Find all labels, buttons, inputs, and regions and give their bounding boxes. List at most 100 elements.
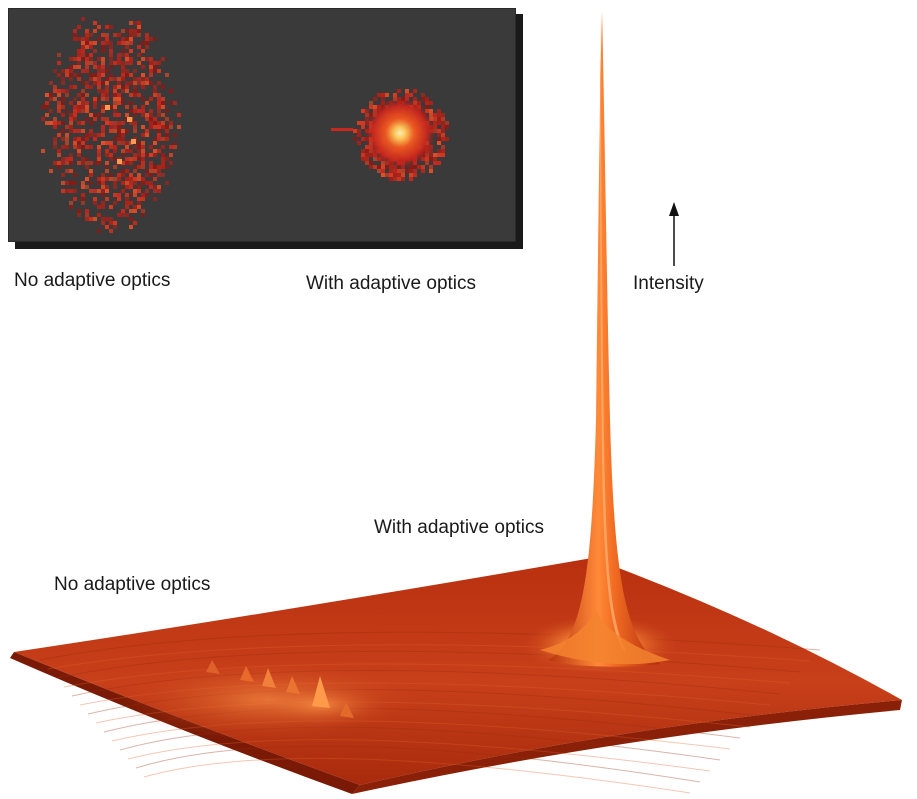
speckle-pixel — [81, 197, 85, 201]
speckle-pixel — [105, 189, 109, 193]
speckle-pixel — [437, 137, 441, 141]
speckle-pixel — [365, 113, 369, 117]
speckle-pixel — [429, 169, 433, 173]
speckle-pixel — [369, 161, 373, 165]
speckle-pixel — [129, 121, 133, 125]
speckle-pixel — [169, 89, 173, 93]
speckle-pixel — [113, 93, 117, 97]
speckle-pixel — [157, 165, 161, 169]
speckle-pixel — [113, 89, 117, 93]
speckle-pixel — [41, 117, 45, 121]
speckle-pixel — [121, 121, 125, 125]
speckle-pixel — [125, 81, 129, 85]
speckle-pixel — [117, 137, 121, 141]
speckle-pixel — [97, 213, 101, 217]
surface-wave-line — [63, 663, 791, 688]
speckle-pixel — [109, 61, 113, 65]
speckle-pixel — [81, 17, 85, 21]
speckle-pixel — [133, 85, 137, 89]
speckle-pixel — [121, 65, 125, 69]
intensity-axis-label: Intensity — [633, 273, 704, 294]
speckle-pixel — [81, 97, 85, 101]
intensity-arrow-icon — [669, 202, 679, 266]
speckle-pixel — [57, 165, 61, 169]
speckle-pixel — [77, 213, 81, 217]
speckle-pixel — [97, 149, 101, 153]
speckle-pixel — [109, 105, 113, 109]
speckle-pixel — [161, 137, 165, 141]
speckle-pixel — [69, 65, 73, 69]
speckle-pixel — [97, 65, 101, 69]
speckle-pixel — [113, 97, 117, 101]
speckle-pixel — [109, 73, 113, 77]
speckle-pixel — [133, 189, 137, 193]
speckle-pixel — [133, 157, 137, 161]
speckle-pixel — [69, 113, 73, 117]
speckle-pixel — [81, 121, 85, 125]
speckle-pixel — [101, 73, 105, 77]
speckle-pixel — [129, 185, 133, 189]
speckle-pixel — [89, 33, 93, 37]
speckle-pixel — [85, 69, 89, 73]
speckle-pixel — [145, 77, 149, 81]
speckle-pixel — [161, 173, 165, 177]
speckle-pixel — [425, 101, 429, 105]
speckle-pixel — [389, 177, 393, 181]
speckle-pixel — [81, 181, 85, 185]
speckle-pixel — [77, 65, 81, 69]
speckle-pixel — [129, 201, 133, 205]
speckle-pixel — [85, 41, 89, 45]
speckle-pixel — [133, 21, 137, 25]
speckle-pixel — [397, 169, 401, 173]
speckle-pixel — [45, 101, 49, 105]
speckle-pixel — [129, 109, 133, 113]
speckle-pixel — [149, 169, 153, 173]
speckle-pixel — [81, 141, 85, 145]
speckle-pixel — [129, 193, 133, 197]
speckle-pixel — [137, 149, 141, 153]
speckle-pixel — [401, 169, 405, 173]
speckle-pixel — [437, 141, 441, 145]
speckle-pixel — [81, 49, 85, 53]
speckle-pixel — [389, 173, 393, 177]
speckle-pixel — [113, 125, 117, 129]
speckle-pixel — [157, 105, 161, 109]
speckle-pixel — [161, 121, 165, 125]
speckle-pixel — [65, 125, 69, 129]
speckle-pixel — [121, 73, 125, 77]
speckle-pixel — [105, 81, 109, 85]
speckle-pixel — [121, 69, 125, 73]
speckle-pixel — [101, 69, 105, 73]
speckle-pixel — [69, 205, 73, 209]
speckle-pixel — [165, 73, 169, 77]
speckle-pixel — [425, 97, 429, 101]
speckle-pixel — [81, 145, 85, 149]
speckle-pixel — [433, 113, 437, 117]
speckle-pixel — [153, 121, 157, 125]
speckle-pixel — [53, 125, 57, 129]
speckle-pixel — [149, 113, 153, 117]
speckle-pixel — [109, 221, 113, 225]
speckle-pixel — [77, 53, 81, 57]
speckle-pixel — [149, 173, 153, 177]
speckle-pixel — [129, 73, 133, 77]
speckle-pixel — [89, 181, 93, 185]
speckle-pixel — [125, 145, 129, 149]
speckle-pixel — [93, 61, 97, 65]
speckle-pixel — [85, 213, 89, 217]
speckle-pixel — [85, 101, 89, 105]
speckle-pixel — [361, 121, 365, 125]
speckle-pixel — [101, 57, 105, 61]
speckle-pixel — [57, 105, 61, 109]
speckle-pixel — [165, 165, 169, 169]
speckle-pixel — [149, 73, 153, 77]
speckle-pixel — [141, 97, 145, 101]
speckle-pixel — [433, 153, 437, 157]
speckle-pixel — [105, 217, 109, 221]
speckle-pixel — [53, 85, 57, 89]
speckle-pixel — [61, 121, 65, 125]
speckle-pixel — [109, 145, 113, 149]
speckle-pixel — [113, 105, 117, 109]
speckle-pixel — [421, 165, 425, 169]
speckle-pixel — [117, 133, 121, 137]
